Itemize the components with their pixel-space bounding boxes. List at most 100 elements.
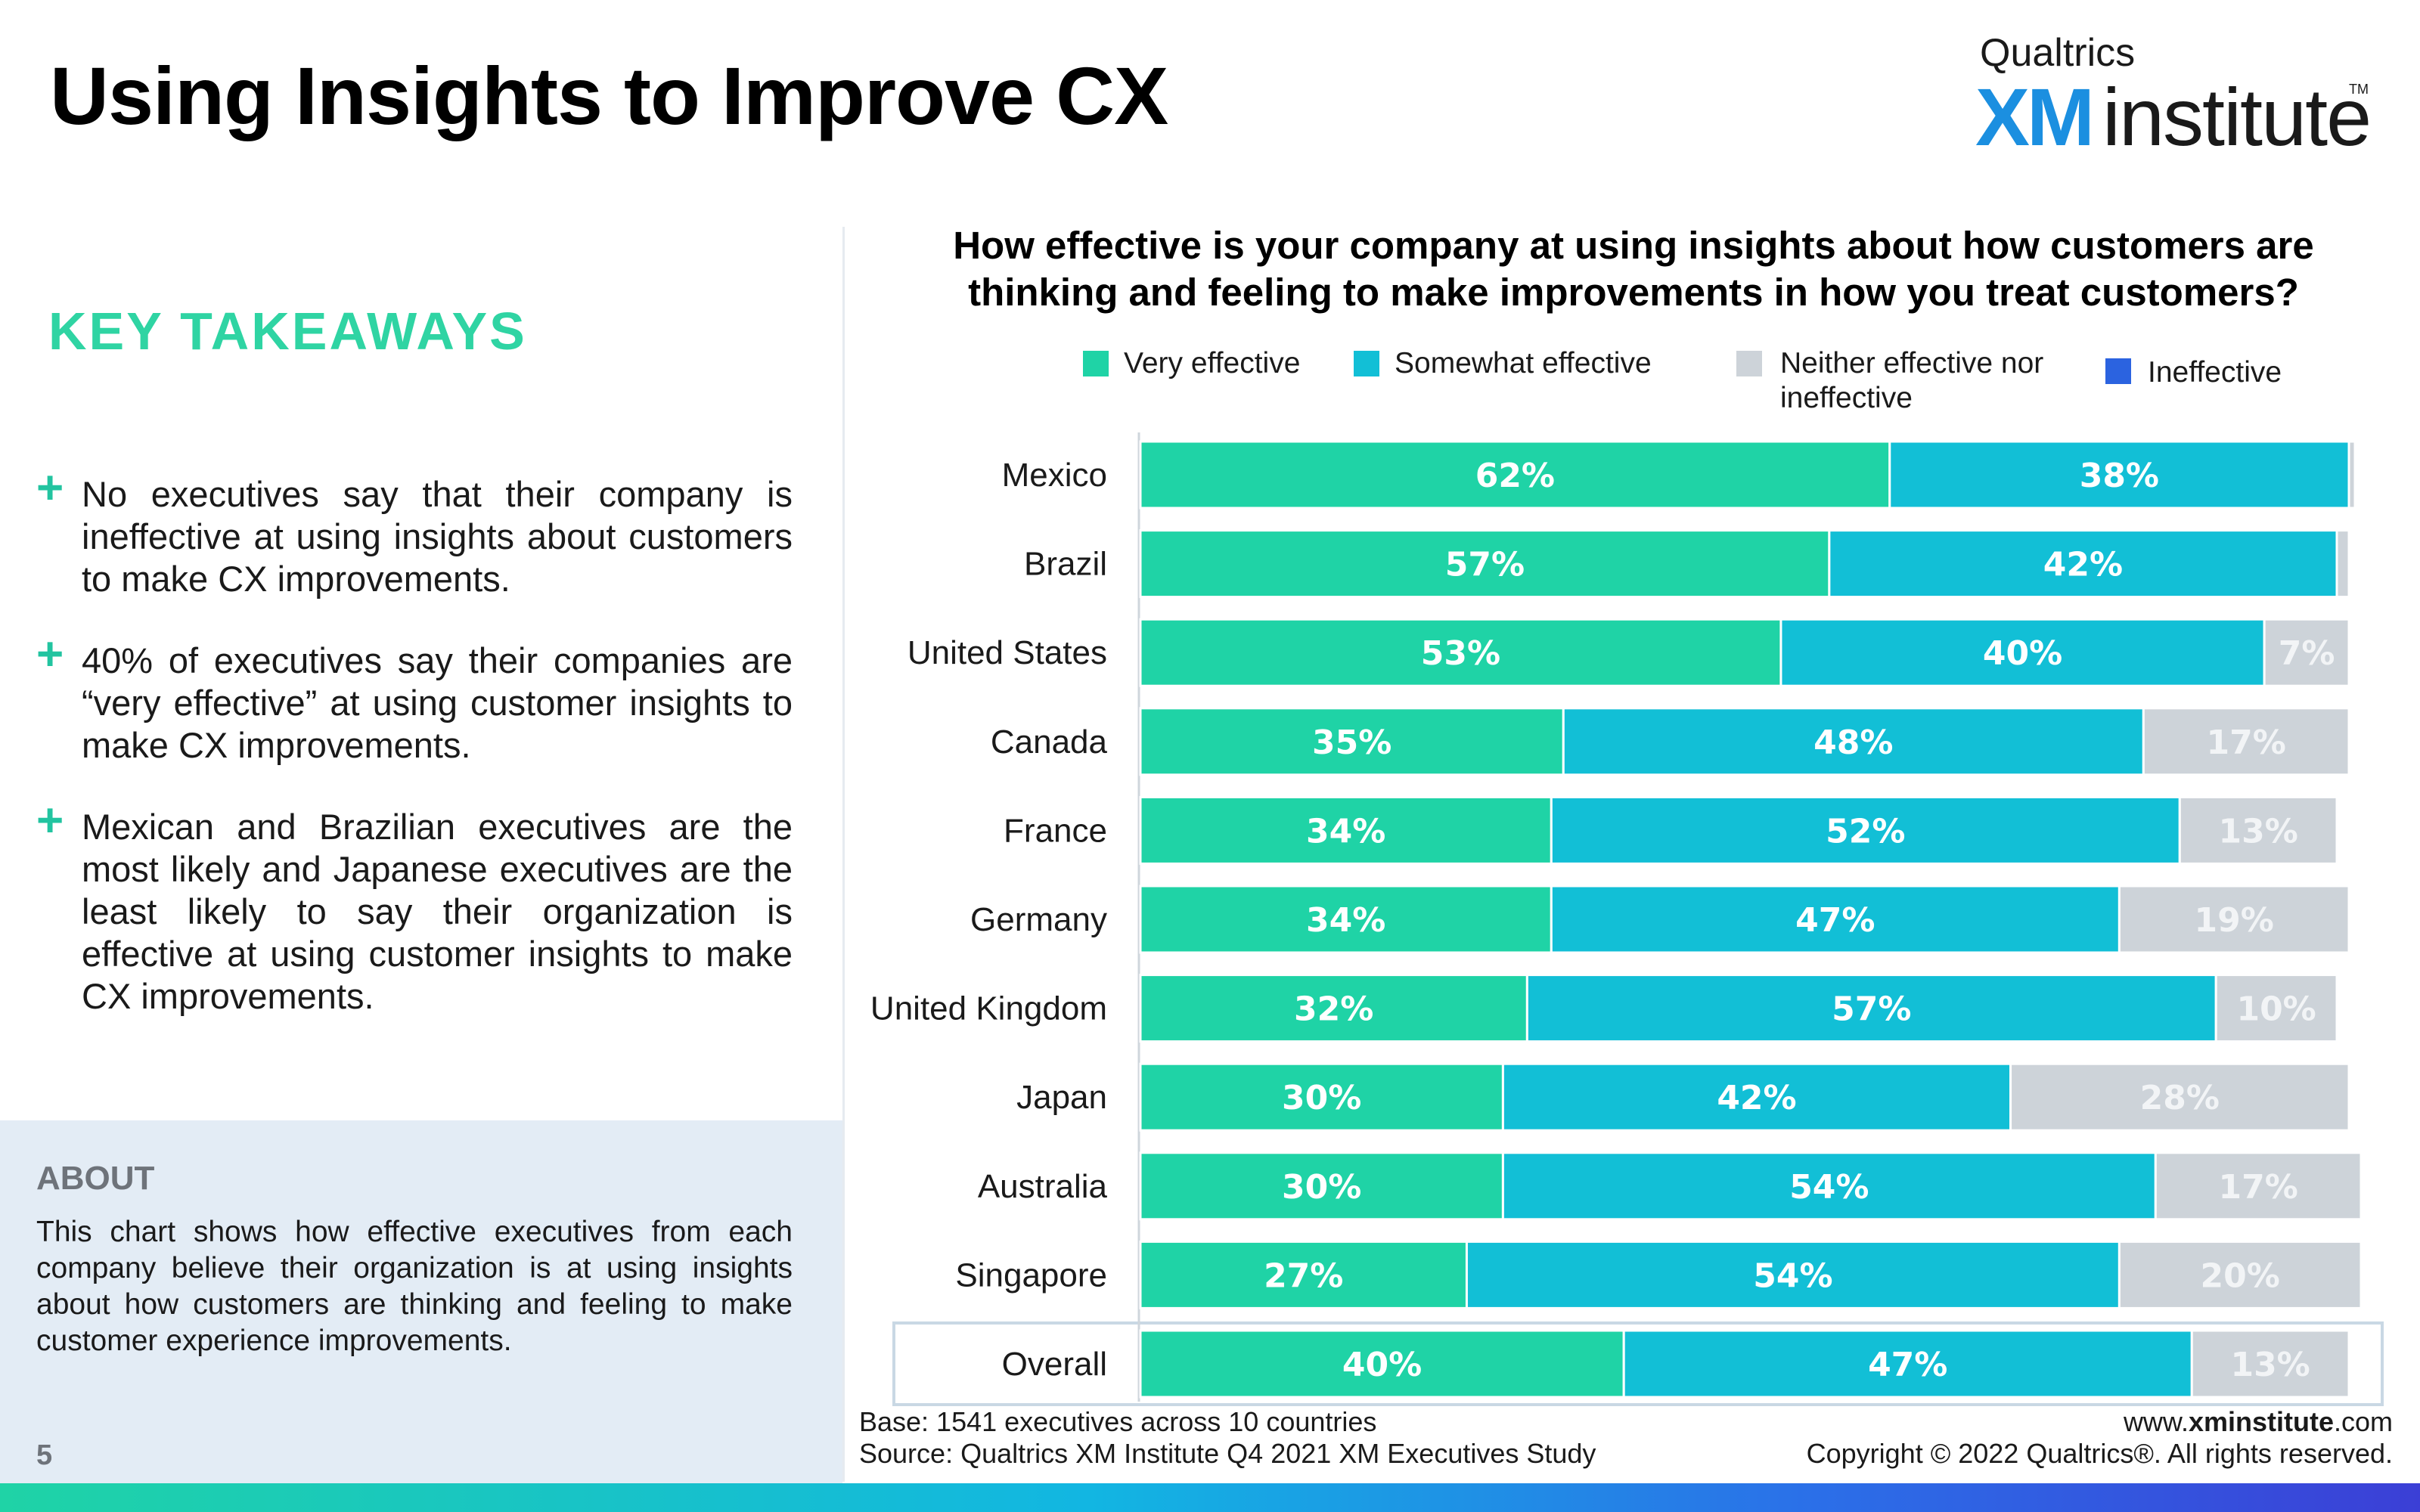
about-text: This chart shows how effective executive…	[36, 1216, 793, 1357]
category-label: United States	[908, 634, 1107, 671]
data-label: 57%	[1832, 990, 1911, 1029]
data-label: 47%	[1868, 1346, 1947, 1384]
bottom-gradient-bar	[0, 1483, 2420, 1512]
bar-segment	[1779, 618, 2266, 687]
bar-segment	[1139, 795, 1553, 865]
plus-icon: +	[36, 628, 64, 680]
category-label: Brazil	[1024, 546, 1107, 583]
data-label: 54%	[1789, 1168, 1869, 1207]
data-label: 48%	[1813, 723, 1893, 762]
bar-segment	[1139, 618, 1782, 687]
data-label: 17%	[2218, 1168, 2297, 1207]
legend-label: Somewhat effective	[1395, 347, 1652, 380]
about-panel: ABOUT This chart shows how effective exe…	[0, 1120, 842, 1483]
bar-segment	[2009, 1062, 2350, 1132]
bar-segment	[2178, 795, 2338, 865]
legend-swatch	[1736, 351, 1762, 376]
data-label: 57%	[1445, 546, 1525, 584]
data-label: 38%	[2080, 457, 2159, 495]
bar-segment	[1139, 885, 1553, 954]
data-label: 40%	[1983, 634, 2062, 673]
plus-icon: +	[36, 795, 64, 847]
takeaway-text: Mexican and Brazilian executives are the…	[82, 807, 793, 1016]
category-label: Mexico	[1002, 457, 1107, 494]
base-note: Base: 1541 executives across 10 countrie…	[859, 1406, 1377, 1437]
takeaway-item: + Mexican and Brazilian executives are t…	[36, 798, 793, 1018]
bar-segment	[1550, 885, 2121, 954]
takeaway-text: No executives say that their company is …	[82, 474, 793, 599]
plus-icon: +	[36, 462, 64, 514]
data-label: 20%	[2201, 1256, 2280, 1295]
bar-segment	[2335, 529, 2350, 599]
data-label: 35%	[1312, 723, 1392, 762]
data-label: 19%	[2195, 901, 2274, 940]
category-label: Overall	[1002, 1346, 1107, 1383]
data-label: 30%	[1282, 1079, 1361, 1117]
xm-institute-logo: Qualtrics XM institute TM	[1975, 30, 2372, 163]
data-label: 53%	[1421, 634, 1500, 673]
panel-divider	[842, 227, 845, 1482]
legend-label: Very effective	[1124, 347, 1301, 380]
bar-segment	[1562, 707, 2145, 776]
website-link[interactable]: www.xminstitute.com	[1807, 1406, 2393, 1438]
page-title: Using Insights to Improve CX	[50, 50, 1168, 141]
data-label: 54%	[1753, 1256, 1832, 1295]
source-note: Source: Qualtrics XM Institute Q4 2021 X…	[859, 1438, 1596, 1469]
bar-segment	[2118, 885, 2350, 954]
bar-segment	[1525, 974, 2217, 1043]
legend-swatch	[2105, 358, 2131, 384]
logo-qualtrics-text: Qualtrics	[1980, 31, 2136, 75]
bar-segment	[1139, 529, 1831, 599]
website-prefix: www.	[2123, 1406, 2189, 1437]
logo-institute-text: institute	[2102, 71, 2372, 163]
logo-trademark: TM	[2349, 82, 2369, 97]
takeaway-item: + 40% of executives say their companies …	[36, 631, 793, 767]
legend-label: Neither effective nor ineffective	[1780, 347, 2044, 414]
data-label: 34%	[1306, 901, 1385, 940]
data-label: 13%	[2230, 1346, 2310, 1384]
legend-swatch	[1354, 351, 1379, 376]
category-label: Australia	[978, 1168, 1108, 1205]
category-label: Singapore	[955, 1256, 1107, 1294]
data-label: 30%	[1282, 1168, 1361, 1207]
bar-segment	[2190, 1329, 2350, 1399]
category-label: Japan	[1016, 1079, 1107, 1116]
bar-segment	[1139, 440, 1891, 510]
bar-segment	[2263, 618, 2350, 687]
data-label: 28%	[2140, 1079, 2220, 1117]
data-label: 17%	[2207, 723, 2286, 762]
category-label: France	[1004, 812, 1107, 849]
bar-segment	[1139, 1062, 1504, 1132]
data-label: 34%	[1306, 812, 1385, 850]
category-label: Germany	[970, 901, 1107, 938]
data-label: 32%	[1294, 990, 1373, 1029]
bar-segment	[1139, 1329, 1625, 1399]
copyright-block: www.xminstitute.com Copyright © 2022 Qua…	[1807, 1406, 2393, 1470]
key-takeaways-heading: KEY TAKEAWAYS	[48, 302, 527, 361]
overall-highlight-box	[892, 1321, 2384, 1406]
about-heading: ABOUT	[36, 1160, 155, 1197]
bar-segment	[1139, 1151, 1504, 1221]
bar-segment	[2118, 1240, 2363, 1309]
data-label: 52%	[1826, 812, 1905, 850]
bar-segment	[1139, 974, 1528, 1043]
page-number: 5	[36, 1439, 53, 1471]
website-domain: xminstitute	[2188, 1406, 2334, 1437]
bar-segment	[1465, 1240, 2121, 1309]
chart-footnote: Base: 1541 executives across 10 countrie…	[859, 1406, 1596, 1470]
bar-segment	[1501, 1151, 2157, 1221]
data-label: 42%	[1717, 1079, 1796, 1117]
takeaway-item: + No executives say that their company i…	[36, 465, 793, 600]
data-label: 27%	[1264, 1256, 1343, 1295]
category-label: Canada	[991, 723, 1108, 761]
takeaway-text: 40% of executives say their companies ar…	[82, 640, 793, 765]
data-label: 42%	[2043, 546, 2123, 584]
bar-segment	[2214, 974, 2338, 1043]
takeaways-list: + No executives say that their company i…	[36, 465, 793, 1057]
bar-segment	[1501, 1062, 2012, 1132]
logo-xm-text: XM	[1975, 71, 2095, 163]
data-label: 40%	[1342, 1346, 1422, 1384]
chart-title: How effective is your company at using i…	[953, 224, 2314, 314]
data-label: 7%	[2279, 634, 2335, 673]
